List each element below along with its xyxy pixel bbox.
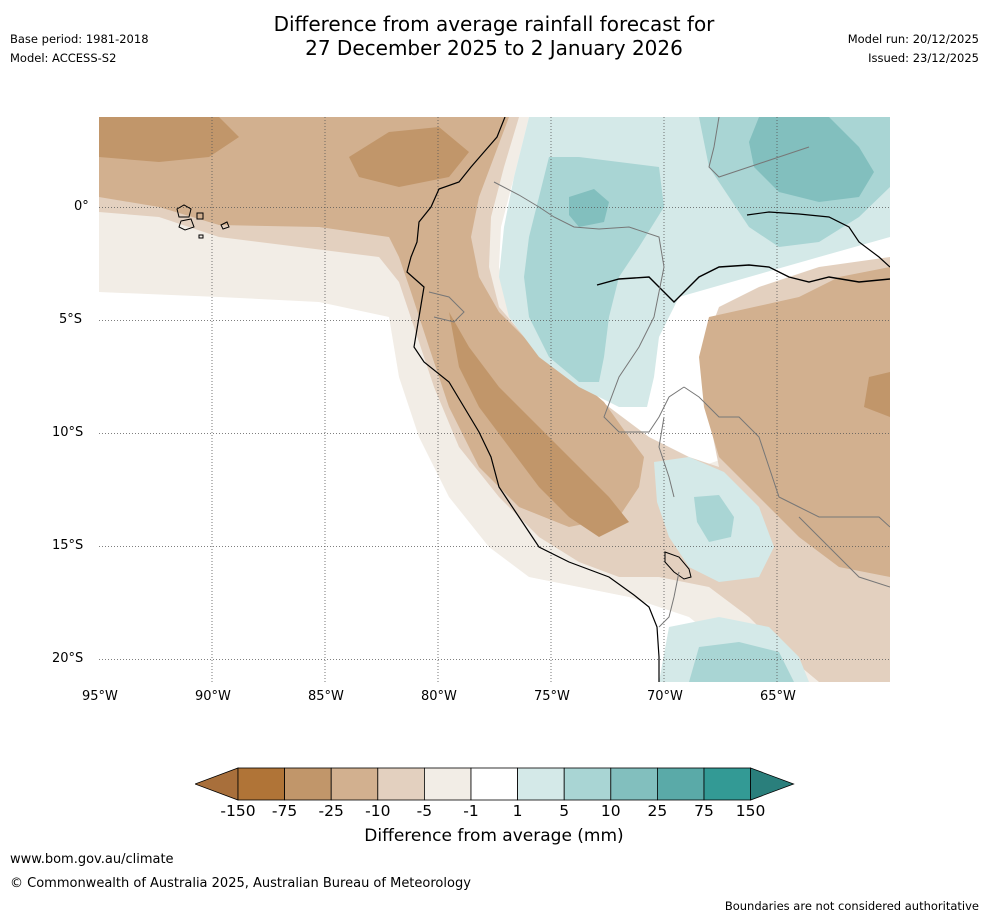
colorbar-tick-label: -10 bbox=[365, 802, 391, 820]
dry-core-east bbox=[864, 372, 890, 417]
issued-text: Issued: 23/12/2025 bbox=[868, 51, 979, 65]
chart-title: Difference from average rainfall forecas… bbox=[0, 12, 988, 60]
lat-tick-15s: 15°S bbox=[52, 538, 84, 553]
lon-tick-70w: 70°W bbox=[647, 689, 683, 704]
rainfall-anomaly-map bbox=[99, 117, 890, 682]
model-text: Model: ACCESS-S2 bbox=[10, 51, 117, 65]
colorbar-swatch bbox=[237, 767, 285, 801]
wet-core-north bbox=[569, 189, 609, 227]
colorbar-tick-label: 25 bbox=[647, 802, 668, 820]
lat-tick-0: 0° bbox=[74, 199, 89, 214]
colorbar-tick-label: -5 bbox=[416, 802, 433, 820]
colorbar-swatch bbox=[423, 767, 472, 801]
base-period-text: Base period: 1981-2018 bbox=[10, 32, 149, 46]
footer-url: www.bom.gov.au/climate bbox=[10, 852, 174, 867]
colorbar-swatch bbox=[284, 767, 332, 801]
colorbar-swatch bbox=[703, 767, 751, 801]
colorbar-swatch bbox=[610, 767, 658, 801]
lon-tick-65w: 65°W bbox=[760, 689, 796, 704]
dry-core-north bbox=[99, 117, 239, 162]
wet-pocket-south1-inner bbox=[694, 495, 734, 542]
colorbar-swatch bbox=[656, 767, 705, 801]
colorbar-title: Difference from average (mm) bbox=[364, 826, 624, 846]
colorbar-swatch bbox=[470, 767, 518, 801]
colorbar-swatch bbox=[563, 767, 612, 801]
lat-tick-20s: 20°S bbox=[52, 651, 84, 666]
lake-titicaca bbox=[664, 551, 692, 580]
coastline-amazon bbox=[596, 264, 890, 303]
lon-tick-90w: 90°W bbox=[195, 689, 231, 704]
footer-disclaimer: Boundaries are not considered authoritat… bbox=[724, 899, 979, 913]
graticule bbox=[99, 117, 890, 682]
colorbar-swatch bbox=[330, 767, 379, 801]
dry-band-strong-east bbox=[699, 267, 890, 577]
coastline-pacific bbox=[406, 117, 660, 682]
footer-copyright: © Commonwealth of Australia 2025, Austra… bbox=[10, 876, 471, 891]
dry-core-north2 bbox=[349, 127, 469, 187]
coastline-rionegro bbox=[746, 211, 890, 268]
colorbar-tick-label: 10 bbox=[600, 802, 621, 820]
colorbar-tick-label: 75 bbox=[694, 802, 714, 820]
wet-core-ne bbox=[749, 117, 874, 202]
title-line-1: Difference from average rainfall forecas… bbox=[273, 12, 715, 36]
colorbar bbox=[195, 767, 795, 801]
lon-tick-85w: 85°W bbox=[308, 689, 344, 704]
lon-tick-80w: 80°W bbox=[421, 689, 457, 704]
wet-band-moderate bbox=[524, 157, 664, 382]
galapagos-islands bbox=[176, 204, 230, 239]
model-run-text: Model run: 20/12/2025 bbox=[847, 32, 979, 46]
colorbar-tick-label: 5 bbox=[559, 802, 570, 820]
colorbar-tick-label: -1 bbox=[463, 802, 479, 820]
colorbar-tick-label: -75 bbox=[271, 802, 298, 820]
lat-tick-10s: 10°S bbox=[52, 425, 84, 440]
colorbar-tick-label: 150 bbox=[735, 802, 766, 820]
colorbar-swatch-high-extend bbox=[750, 767, 795, 801]
colorbar-swatch bbox=[377, 767, 425, 801]
wet-pocket-south2-inner bbox=[689, 642, 794, 682]
lon-tick-95w: 95°W bbox=[82, 689, 118, 704]
country-borders bbox=[428, 117, 890, 628]
colorbar-tick-label: -150 bbox=[220, 802, 256, 820]
title-line-2: 27 December 2025 to 2 January 2026 bbox=[305, 36, 683, 60]
colorbar-tick-label: -25 bbox=[318, 802, 344, 820]
colorbar-swatch bbox=[517, 767, 565, 801]
lon-tick-75w: 75°W bbox=[534, 689, 570, 704]
lat-tick-5s: 5°S bbox=[59, 312, 83, 327]
colorbar-swatch-low-extend bbox=[195, 767, 239, 801]
dry-core-coast bbox=[449, 312, 629, 537]
colorbar-tick-label: 1 bbox=[512, 802, 523, 820]
